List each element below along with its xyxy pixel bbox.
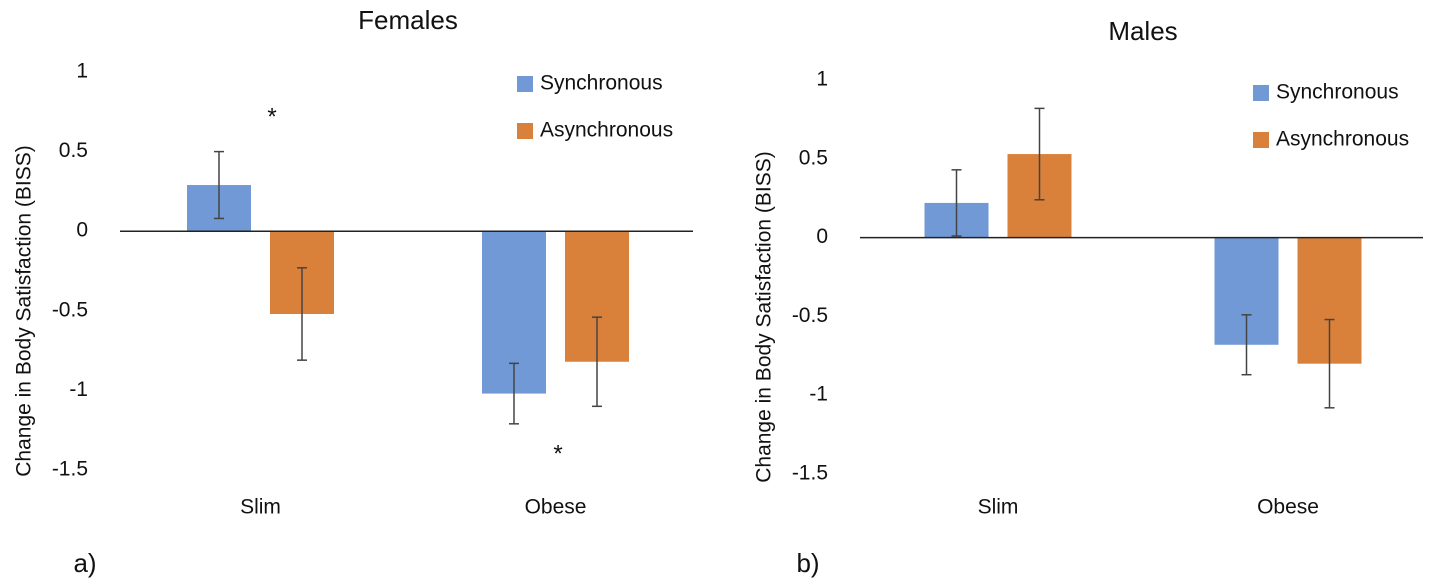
error-bar [509, 362, 519, 425]
x-tick-label: Slim [240, 496, 281, 519]
x-tick-label: Slim [978, 496, 1019, 519]
y-tick-label: 0 [76, 219, 88, 242]
error-bar [1241, 314, 1252, 376]
error-bar [1034, 107, 1045, 201]
y-tick-label: -0.5 [52, 298, 88, 321]
y-tick-label: -1 [69, 378, 88, 401]
legend-swatch [1253, 85, 1269, 101]
error-bar [592, 316, 602, 408]
x-tick-label: Obese [1257, 496, 1319, 519]
y-tick-label: 1 [816, 68, 828, 91]
y-axis-label: Change in Body Satisfaction (BISS) [753, 151, 776, 483]
error-bar [1324, 318, 1335, 409]
y-tick-label: -0.5 [792, 304, 828, 327]
chart-title: Females [358, 5, 458, 35]
chart-title: Males [1108, 16, 1177, 46]
legend-swatch [517, 76, 533, 92]
y-axis-label: Change in Body Satisfaction (BISS) [13, 145, 36, 477]
legend-label: Asynchronous [1276, 128, 1409, 151]
panel-label: a) [73, 548, 96, 578]
y-tick-label: -1 [809, 383, 828, 406]
error-bar [214, 150, 224, 220]
legend-swatch [1253, 132, 1269, 148]
annotation: * [553, 440, 562, 467]
annotation: * [267, 103, 276, 130]
error-bar [951, 169, 962, 237]
legend-label: Synchronous [540, 72, 663, 95]
panel-label: b) [796, 548, 819, 578]
y-tick-label: 0 [816, 225, 828, 248]
y-tick-label: 1 [76, 60, 88, 83]
legend-label: Synchronous [1276, 81, 1399, 104]
y-tick-label: -1.5 [792, 462, 828, 485]
legend-label: Asynchronous [540, 119, 673, 142]
error-bar [297, 267, 307, 361]
legend-swatch [517, 123, 533, 139]
y-tick-label: 0.5 [799, 146, 828, 169]
y-tick-label: -1.5 [52, 458, 88, 481]
x-tick-label: Obese [525, 496, 587, 519]
y-tick-label: 0.5 [59, 139, 88, 162]
